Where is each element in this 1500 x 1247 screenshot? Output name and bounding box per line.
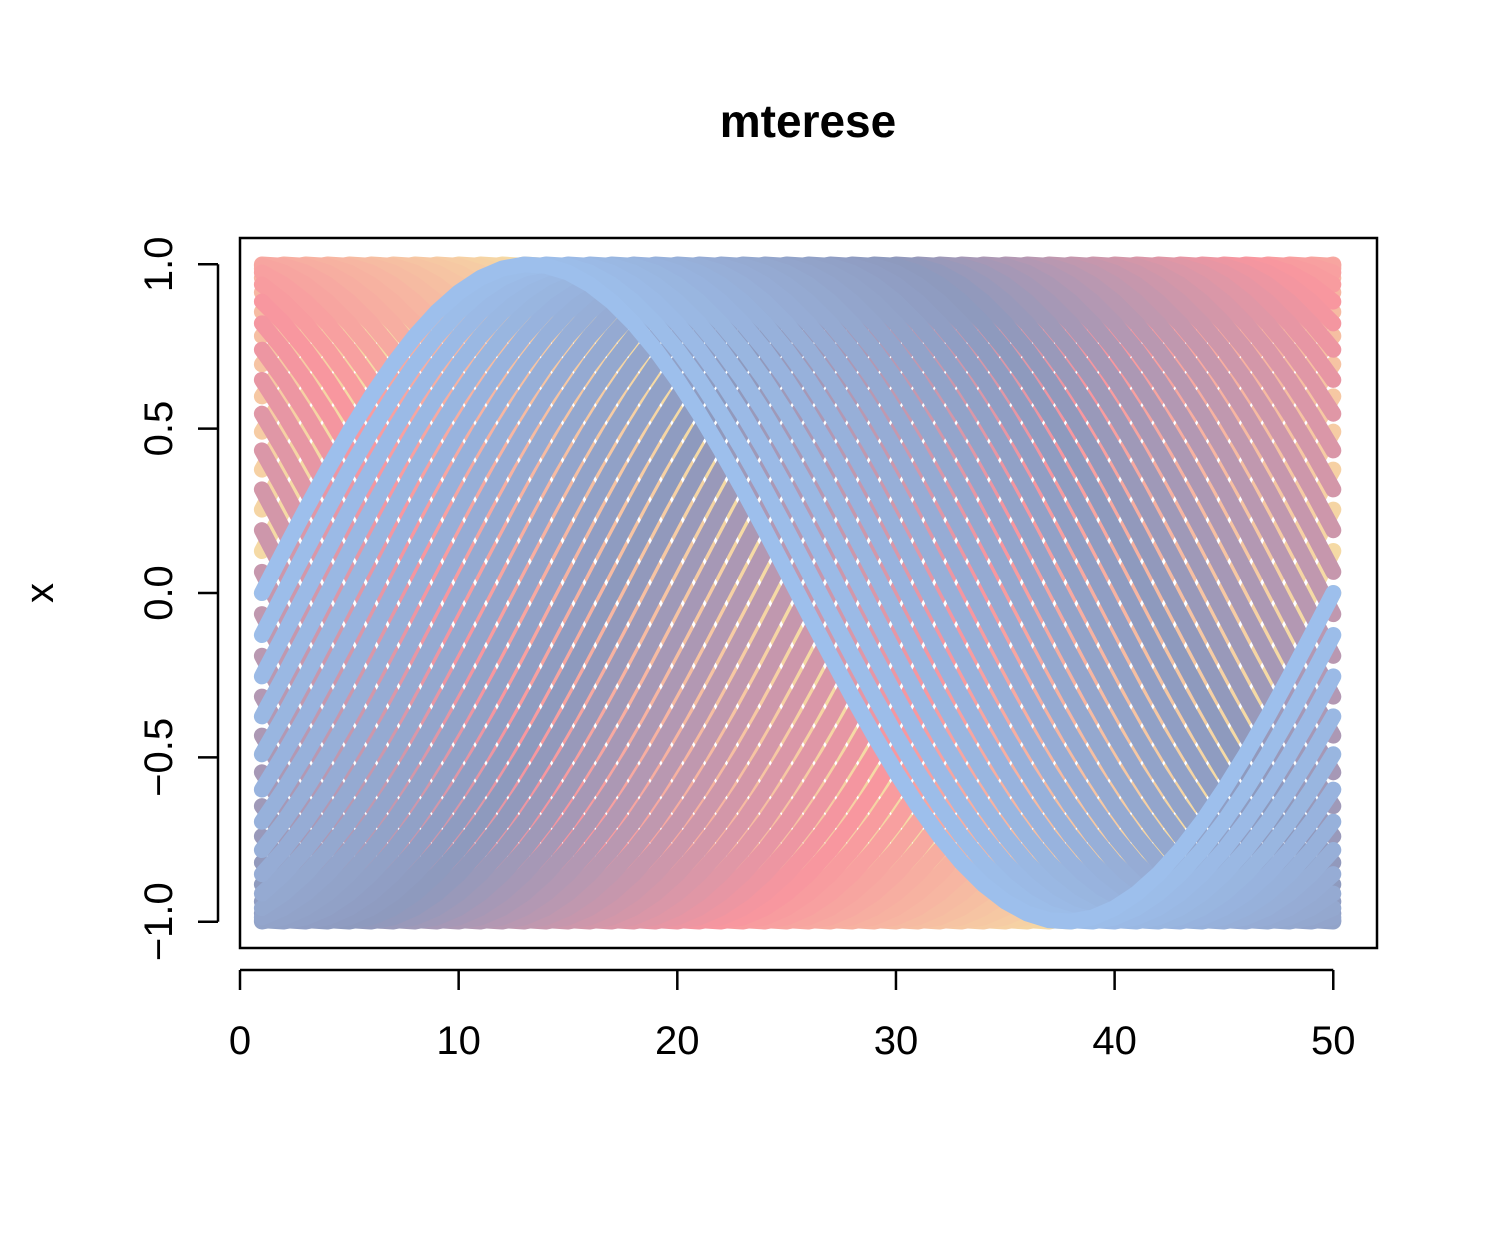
y-tick-label: −0.5 [137, 718, 181, 797]
y-tick-label: 0.0 [137, 565, 181, 621]
y-tick-label: 0.5 [137, 401, 181, 457]
series-line-41 [253, 256, 1342, 930]
series-layer [253, 256, 1342, 930]
x-tick-label: 30 [874, 1019, 919, 1063]
y-axis-label: x [18, 583, 62, 603]
chart-title: mterese [720, 95, 896, 147]
x-tick-label: 0 [229, 1019, 251, 1063]
x-axis: 0 10 20 30 40 50 [229, 968, 1356, 1063]
series-line-32 [253, 256, 1342, 930]
y-axis: −1.0 −0.5 0.0 0.5 1.0 [137, 236, 220, 961]
series-line-40 [253, 256, 1342, 930]
series-line-50 [253, 256, 1342, 930]
series-line-39 [253, 256, 1342, 930]
x-tick-label: 50 [1311, 1019, 1356, 1063]
x-tick-label: 40 [1092, 1019, 1137, 1063]
series-line-49 [253, 256, 1342, 930]
series-line-33 [253, 256, 1342, 930]
y-tick-label: 1.0 [137, 236, 181, 292]
x-tick-label: 10 [436, 1019, 481, 1063]
series-line-31 [253, 256, 1342, 930]
plot-frame [238, 236, 1379, 950]
x-tick-label: 20 [655, 1019, 700, 1063]
series-line-48 [253, 256, 1342, 930]
y-tick-label: −1.0 [137, 882, 181, 961]
